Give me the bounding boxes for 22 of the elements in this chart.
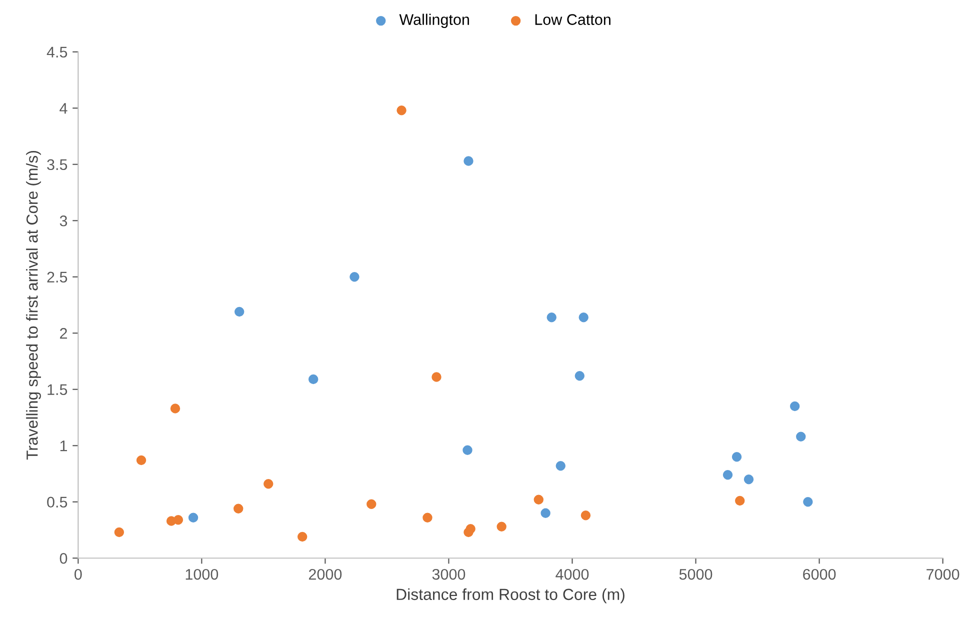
y-tick-label: 0.5 [47,496,68,508]
y-tick-label: 1.5 [48,384,68,396]
x-tick-label: 2000 [308,568,342,580]
y-tick-label: 4 [60,103,68,114]
y-tick-label: 0 [60,552,68,564]
y-tick-label: 2.5 [47,272,68,283]
x-tick-label: 0 [74,568,82,580]
x-tick-label: 7000 [926,568,960,580]
x-tick-label: 6000 [803,568,836,580]
y-tick-label: 1 [60,440,67,452]
x-tick-label: 1000 [186,568,218,580]
y-tick-label: 3.5 [47,159,68,170]
x-axis-title: Distance from Roost to Core (m) [396,588,624,604]
y-tick-label: 3 [60,215,68,226]
y-tick-label: 4.5 [46,46,68,58]
legend-label: Low Catton [535,14,610,25]
y-axis-title: Travelling speed to first arrival at Core (m/s) [26,150,41,460]
x-tick-label: 4000 [556,568,589,580]
x-tick-label: 5000 [679,568,712,580]
y-tick-label: 2 [60,328,67,339]
legend-label: Wallington [399,14,469,28]
x-tick-label: 3000 [432,568,466,580]
